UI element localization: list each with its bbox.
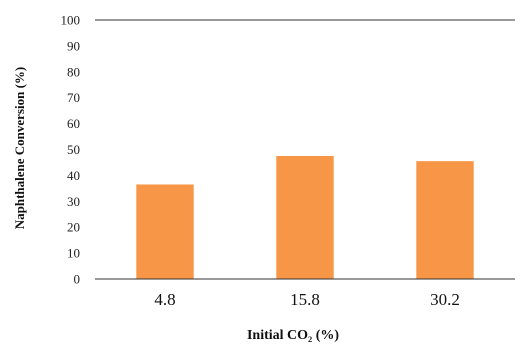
bar: [416, 161, 474, 279]
x-tick-label: 4.8: [154, 290, 175, 309]
bar: [276, 155, 334, 279]
y-tick-label: 40: [67, 168, 80, 183]
bar: [136, 184, 194, 279]
x-axis-ticks: 4.8 15.8 30.2: [154, 290, 460, 309]
x-axis-title: Initial CO₂ (%): [247, 328, 339, 343]
x-tick-label: 30.2: [430, 290, 460, 309]
y-tick-label: 60: [67, 116, 80, 131]
y-axis-ticks: 0 10 20 30 40 50 60 70 80 90 100: [61, 13, 81, 287]
bars: [136, 155, 474, 279]
y-tick-label: 100: [61, 13, 81, 28]
y-axis-title: Naphthalene Conversion (%): [12, 67, 27, 230]
y-tick-label: 80: [67, 64, 80, 79]
y-tick-label: 30: [67, 194, 80, 209]
x-tick-label: 15.8: [290, 290, 320, 309]
y-tick-label: 70: [67, 90, 80, 105]
y-tick-label: 20: [67, 220, 80, 235]
y-tick-label: 0: [74, 272, 81, 287]
y-tick-label: 90: [67, 38, 80, 53]
y-tick-label: 10: [67, 246, 80, 261]
y-tick-label: 50: [67, 142, 80, 157]
